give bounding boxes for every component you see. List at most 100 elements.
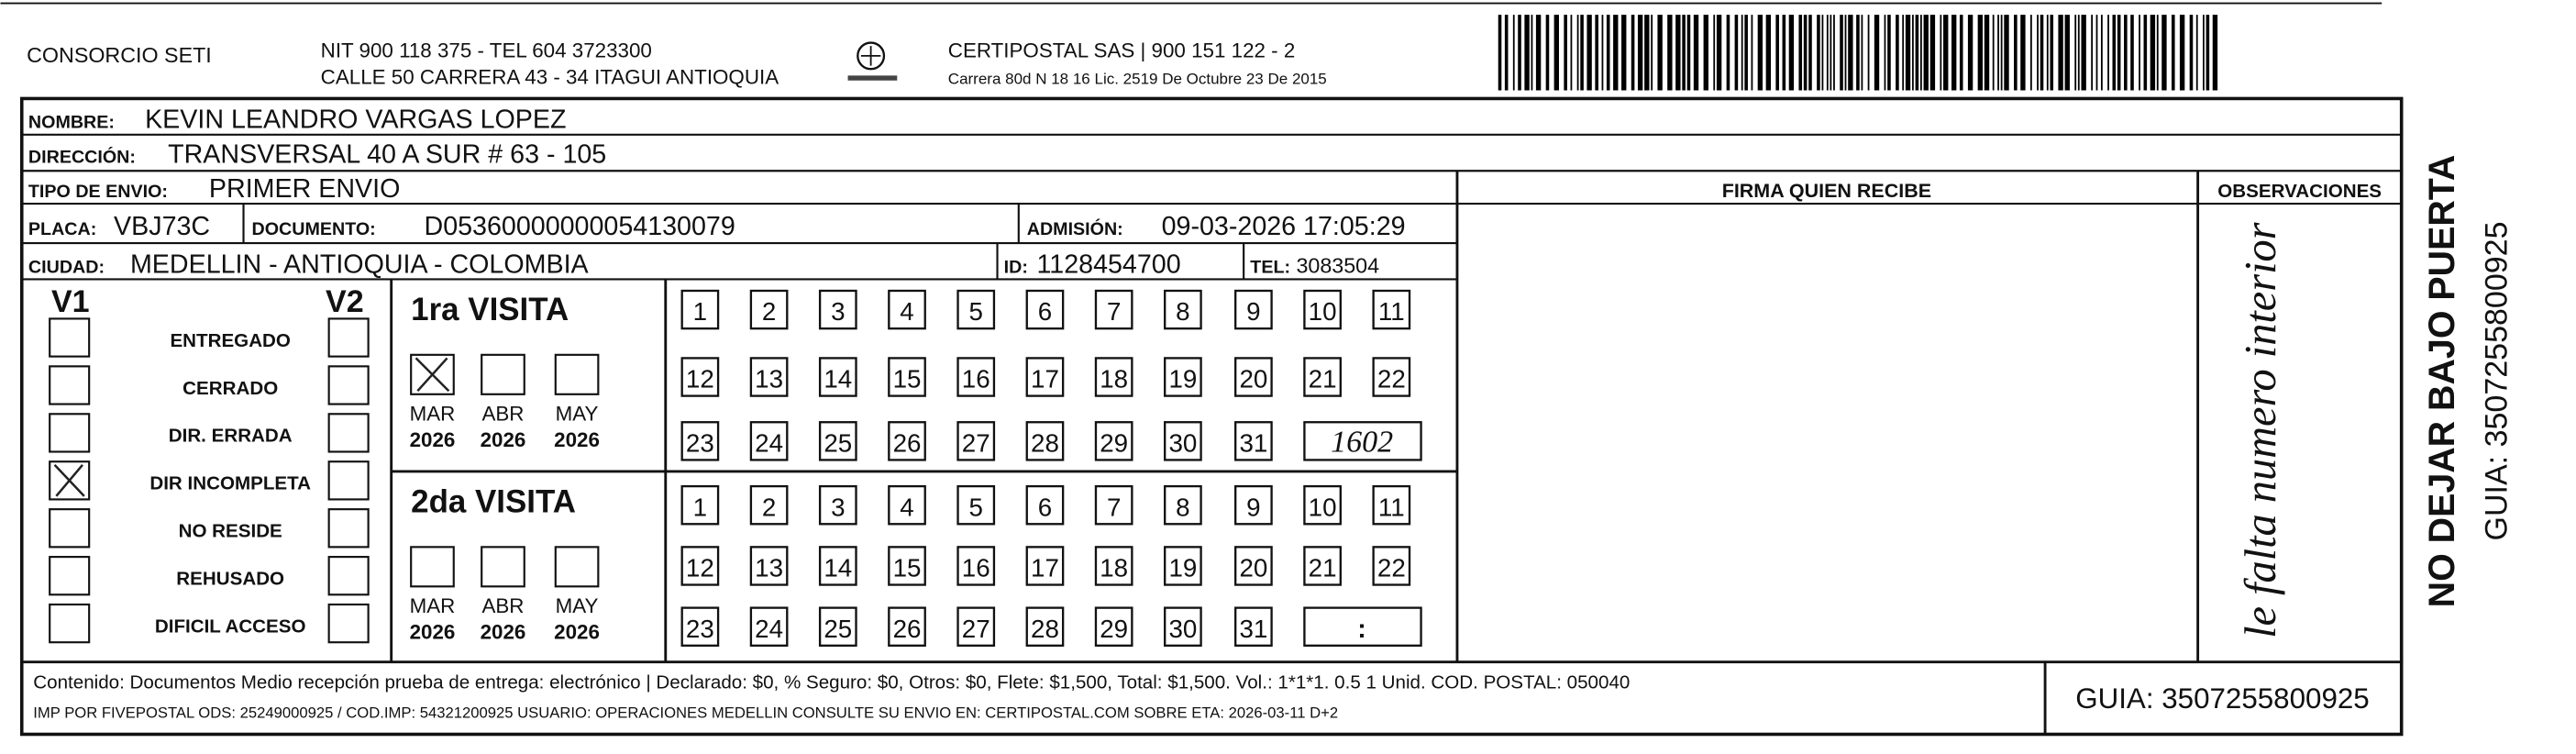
barcode-bar <box>1817 15 1820 91</box>
barcode-bar <box>1856 15 1860 91</box>
barcode-bar <box>1576 15 1579 91</box>
day-number: 17 <box>1031 365 1059 394</box>
day-number: 9 <box>1246 297 1260 326</box>
day-number: 13 <box>755 365 783 394</box>
barcode-bar <box>1757 15 1763 91</box>
day-box <box>1303 357 1342 397</box>
day-number: 22 <box>1377 365 1406 394</box>
month-year: 2026 <box>481 621 526 644</box>
day-number: 17 <box>1031 554 1059 582</box>
day-box <box>1164 289 1202 330</box>
barcode-bar <box>1587 15 1592 91</box>
day-number: 23 <box>686 615 714 643</box>
reason-label: NO RESIDE <box>179 521 282 542</box>
time-value: : <box>1357 615 1366 644</box>
day-box <box>888 546 926 586</box>
day-number: 22 <box>1377 554 1406 582</box>
month-label: MAR <box>410 402 456 425</box>
day-box <box>749 357 789 397</box>
barcode-bar <box>1861 15 1863 91</box>
day-number: 21 <box>1309 554 1337 582</box>
company-address: CALLE 50 CARRERA 43 - 34 ITAGUI ANTIOQUI… <box>321 65 779 88</box>
day-number: 30 <box>1168 428 1197 457</box>
day-box <box>1094 546 1133 586</box>
barcode-bar <box>1848 15 1853 91</box>
barcode-bar <box>1693 15 1699 91</box>
month-label: ABR <box>481 402 524 425</box>
barcode-bar <box>1601 15 1604 91</box>
day-box <box>1303 484 1342 526</box>
form-frame <box>19 96 2404 737</box>
field-value: 09-03-2026 17:05:29 <box>1162 212 1406 241</box>
barcode-bar <box>2000 15 2003 91</box>
v1-box <box>49 508 91 549</box>
field-value: MEDELLIN - ANTIOQUIA - COLOMBIA <box>130 249 590 279</box>
barcode-bar <box>1984 15 1990 91</box>
day-box <box>888 357 926 397</box>
day-number: 29 <box>1100 428 1128 457</box>
visit-title: 2da VISITA <box>411 484 576 520</box>
barcode-bar <box>1887 15 1891 91</box>
company-name: CONSORCIO SETI <box>27 43 212 67</box>
footer-content: Contenido: Documentos Medio recepción pr… <box>33 671 1630 693</box>
barcode-bar <box>1716 15 1722 91</box>
v2-box <box>327 317 370 358</box>
barcode-bar <box>1951 15 1957 91</box>
day-box <box>1234 546 1273 586</box>
barcode-bar <box>2139 15 2140 91</box>
barcode-bar <box>1535 15 1542 91</box>
day-number: 26 <box>893 428 922 457</box>
day-number: 8 <box>1176 297 1189 326</box>
day-box <box>888 421 926 461</box>
day-box <box>1094 484 1133 526</box>
day-box <box>888 606 926 647</box>
month-label: ABR <box>481 594 524 617</box>
day-box <box>1164 606 1202 647</box>
reason-label: DIFICIL ACCESO <box>155 615 306 637</box>
barcode-bar <box>2195 15 2198 91</box>
barcode-bar <box>2077 15 2080 91</box>
barcode-bar <box>2112 15 2117 91</box>
day-box <box>1025 289 1065 330</box>
day-box <box>888 289 926 330</box>
day-box <box>1372 484 1411 526</box>
day-number: 6 <box>1038 493 1052 521</box>
barcode-bar <box>1564 15 1567 91</box>
day-number: 11 <box>1378 297 1405 326</box>
day-box <box>1094 421 1133 461</box>
field-value: TRANSVERSAL 40 A SUR # 63 - 105 <box>168 139 606 169</box>
day-box <box>1234 484 1273 526</box>
day-number: 27 <box>962 428 990 457</box>
day-number: 10 <box>1309 297 1337 326</box>
day-box <box>680 484 720 526</box>
field-value: 1128454700 <box>1036 249 1180 279</box>
barcode-bar <box>2212 15 2218 91</box>
barcode-bar <box>1580 15 1584 91</box>
barcode-bar <box>1675 15 1681 91</box>
barcode-bar <box>1545 15 1550 91</box>
month-box <box>481 353 525 395</box>
field-label: DOCUMENTO: <box>251 219 375 239</box>
logo <box>860 46 881 66</box>
barcode-bar <box>1874 15 1880 91</box>
v2-box <box>327 413 370 453</box>
field-label: PLACA: <box>28 219 96 239</box>
day-number: 18 <box>1100 554 1128 582</box>
day-box <box>1094 289 1133 330</box>
barcode-bar <box>2150 15 2156 91</box>
barcode-bar <box>1896 15 1899 91</box>
month-box <box>481 546 525 588</box>
day-box <box>749 546 789 586</box>
month-label: MAR <box>410 594 456 617</box>
day-number: 1 <box>693 493 707 521</box>
month-year: 2026 <box>410 428 456 451</box>
day-box <box>956 546 996 586</box>
reason-label: ENTREGADO <box>170 330 290 351</box>
day-number: 6 <box>1038 297 1052 326</box>
observations-label: OBSERVACIONES <box>2217 181 2382 202</box>
day-box <box>888 484 926 526</box>
month-year: 2026 <box>554 428 600 451</box>
barcode-bar <box>2020 15 2026 91</box>
